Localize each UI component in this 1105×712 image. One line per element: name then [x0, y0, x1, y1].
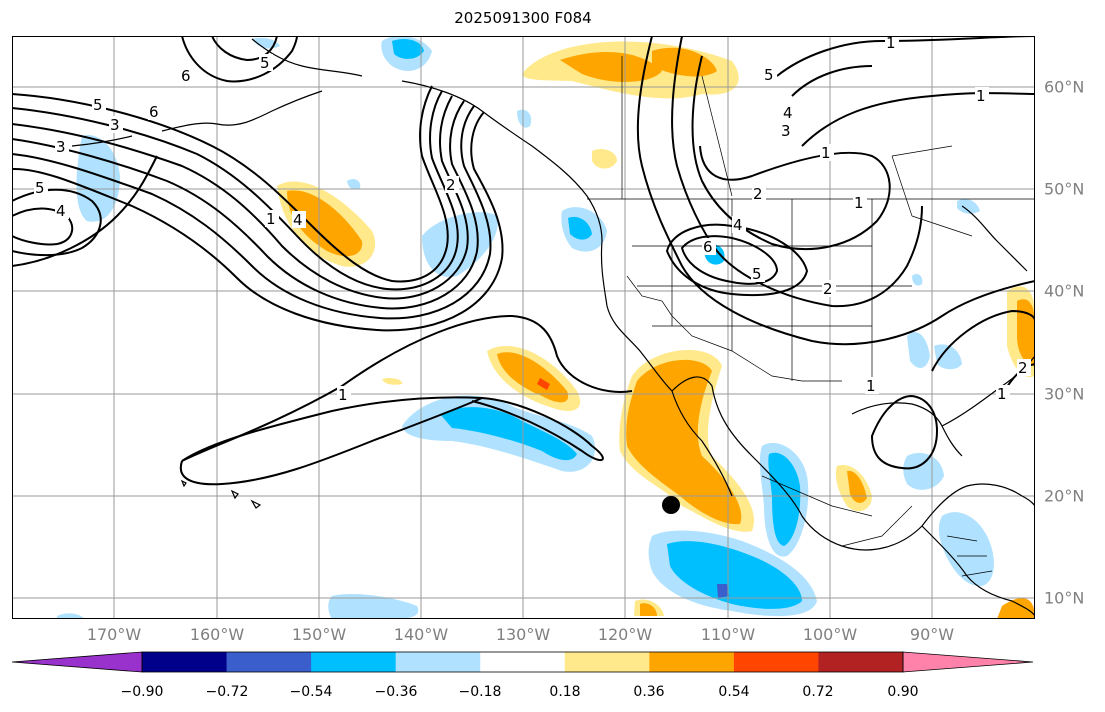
longitude-tick-label: 130°W: [495, 625, 551, 644]
longitude-tick-label: 90°W: [909, 625, 955, 644]
contour-label: 1: [266, 210, 276, 228]
colorbar-segment: [395, 652, 481, 672]
colorbar-segment: [226, 652, 312, 672]
latitude-tick-label: 50°N: [1044, 179, 1085, 199]
longitude-tick-label: 100°W: [802, 625, 858, 644]
contour-label: 3: [781, 122, 791, 140]
longitude-tick-label: 140°W: [393, 625, 449, 644]
contour-label: 6: [703, 238, 713, 256]
contour-label: 5: [93, 96, 103, 114]
colorbar-segment: [649, 652, 735, 672]
colorbar-tick-label: −0.90: [120, 684, 164, 700]
colorbar-segment: [564, 652, 650, 672]
longitude-tick-label: 170°W: [86, 625, 142, 644]
longitude-tick-label: 110°W: [700, 625, 756, 644]
contour-label: 2: [446, 176, 456, 194]
contour-label: 1: [976, 87, 986, 105]
colorbar-tick-label: 0.54: [718, 684, 750, 700]
contour-label: 5: [752, 265, 762, 283]
latitude-tick-label: 40°N: [1044, 281, 1085, 301]
colorbar: [11, 651, 1034, 673]
colorbar-tick-label: −0.54: [289, 684, 333, 700]
contour-label: 6: [181, 67, 191, 85]
contour-label: 3: [56, 138, 66, 156]
latitude-tick-label: 60°N: [1044, 77, 1085, 97]
contour-label: 6: [149, 103, 159, 121]
contour-label: 4: [783, 104, 793, 122]
colorbar-segment: [480, 652, 566, 672]
map-title: 2025091300 F084: [454, 9, 592, 27]
colorbar-tick-label: 0.18: [549, 684, 581, 700]
anomaly-shading: [57, 36, 1035, 619]
contour-label: 1: [338, 386, 348, 404]
colorbar-segment: [733, 652, 819, 672]
political-borders: [587, 56, 1035, 577]
contour-label: 5: [764, 66, 774, 84]
contour-label: 5: [35, 179, 45, 197]
contour-label: 4: [56, 202, 66, 220]
colorbar-outline: [141, 651, 904, 673]
colorbar-segment: [142, 652, 228, 672]
contour-label: 4: [293, 211, 303, 229]
map-canvas: 5 6 3 3 5 4 6 5 1 4 2 1 5 4: [12, 36, 1035, 619]
colorbar-tick-label: −0.36: [374, 684, 418, 700]
latitude-tick-label: 20°N: [1044, 486, 1085, 506]
location-marker[interactable]: [662, 496, 680, 514]
colorbar-segment: [818, 652, 904, 672]
colorbar-tick-label: 0.36: [633, 684, 665, 700]
colorbar-tick-label: −0.72: [205, 684, 249, 700]
longitude-tick-label: 160°W: [189, 625, 245, 644]
map-panel[interactable]: 5 6 3 3 5 4 6 5 1 4 2 1 5 4: [12, 36, 1035, 619]
contour-label: 1: [866, 377, 876, 395]
graticule: [12, 36, 1035, 619]
colorbar-extend-low: [11, 651, 143, 673]
contour-label: 1: [997, 385, 1007, 403]
contour-label: 2: [753, 185, 763, 203]
colorbar-tick-label: 0.90: [887, 684, 919, 700]
colorbar-segments: [142, 652, 904, 672]
colorbar-extend-high: [902, 651, 1034, 673]
contour-labels: 5 6 3 3 5 4 6 5 1 4 2 1 5 4: [34, 36, 1031, 404]
colorbar-tick-label: 0.72: [802, 684, 834, 700]
contour-label: 4: [733, 216, 743, 234]
contour-label: 1: [854, 194, 864, 212]
contour-label: 3: [110, 116, 120, 134]
longitude-tick-label: 120°W: [597, 625, 653, 644]
longitude-tick-label: 150°W: [291, 625, 347, 644]
contour-label: 1: [821, 144, 831, 162]
latitude-tick-label: 10°N: [1044, 588, 1085, 608]
contour-label: 2: [1018, 359, 1028, 377]
colorbar-segment: [311, 652, 397, 672]
contour-label: 1: [886, 36, 896, 52]
contour-label: 2: [823, 280, 833, 298]
latitude-tick-label: 30°N: [1044, 384, 1085, 404]
colorbar-tick-label: −0.18: [458, 684, 502, 700]
coastlines: [71, 38, 1035, 617]
contours: [12, 36, 1035, 486]
contour-label: 5: [260, 54, 270, 72]
